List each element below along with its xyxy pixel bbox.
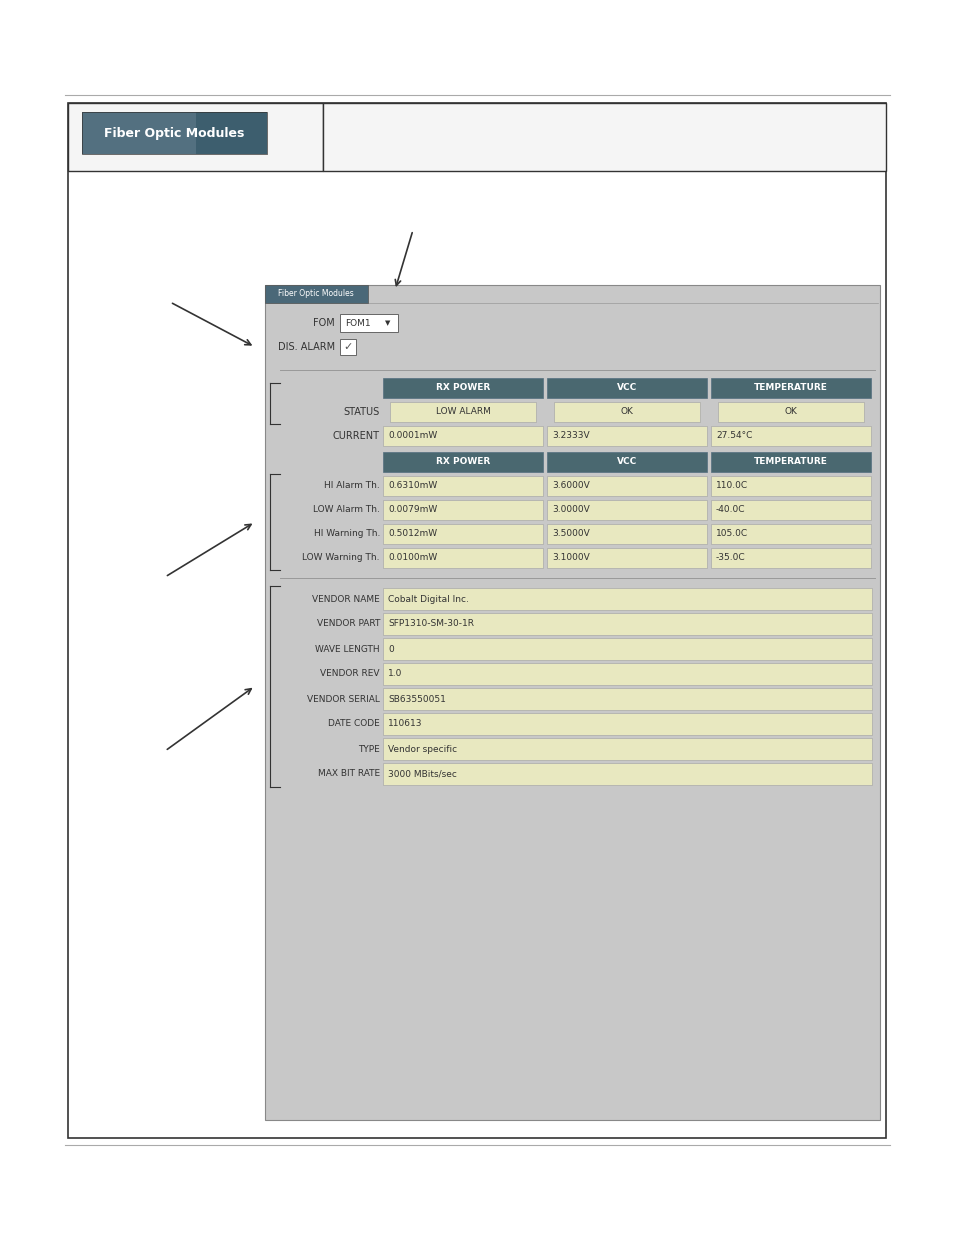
Text: -35.0C: -35.0C [716,553,745,562]
Bar [382,763,871,785]
Text: VCC: VCC [617,384,637,393]
Bar [382,500,542,520]
Bar [382,475,542,496]
Text: DATE CODE: DATE CODE [328,720,379,729]
Text: Vendor specific: Vendor specific [388,745,456,753]
Text: 110.0C: 110.0C [716,482,747,490]
Text: VENDOR REV: VENDOR REV [320,669,379,678]
Bar [546,452,706,472]
Text: 0.6310mW: 0.6310mW [388,482,436,490]
Text: OK: OK [783,408,797,416]
Text: 1.0: 1.0 [388,669,402,678]
Text: VENDOR SERIAL: VENDOR SERIAL [307,694,379,704]
Text: 110613: 110613 [388,720,422,729]
Bar [339,314,397,332]
Bar [82,112,267,154]
Bar [382,452,542,472]
Text: 105.0C: 105.0C [716,530,747,538]
Text: Fiber Optic Modules: Fiber Optic Modules [278,289,354,299]
Bar [382,713,871,735]
Bar [382,739,871,760]
Bar [265,285,368,303]
Text: RX POWER: RX POWER [436,384,490,393]
Bar [382,688,871,710]
Text: FOM: FOM [313,317,335,329]
Text: LOW ALARM: LOW ALARM [436,408,490,416]
Text: DIS. ALARM: DIS. ALARM [277,342,335,352]
Text: TYPE: TYPE [358,745,379,753]
Text: 3.0000V: 3.0000V [552,505,589,515]
Bar [554,403,700,422]
Text: -40.0C: -40.0C [716,505,744,515]
Text: VENDOR NAME: VENDOR NAME [312,594,379,604]
Text: 3.5000V: 3.5000V [552,530,589,538]
Bar [382,426,542,446]
Bar [82,112,195,154]
Text: LOW Alarm Th.: LOW Alarm Th. [313,505,379,515]
Text: VENDOR PART: VENDOR PART [316,620,379,629]
Bar [710,452,870,472]
Bar [546,524,706,543]
Bar [382,638,871,659]
Bar [265,285,879,1120]
Text: 0: 0 [388,645,394,653]
Bar [323,103,885,170]
Bar [546,378,706,398]
Bar [546,500,706,520]
Text: 3000 MBits/sec: 3000 MBits/sec [388,769,456,778]
Text: HI Warning Th.: HI Warning Th. [314,530,379,538]
Text: HI Alarm Th.: HI Alarm Th. [324,482,379,490]
Bar [718,403,863,422]
Bar [546,475,706,496]
Text: LOW Warning Th.: LOW Warning Th. [302,553,379,562]
Bar [546,426,706,446]
Bar [82,112,267,154]
Bar [382,524,542,543]
Text: TEMPERATURE: TEMPERATURE [753,457,827,467]
Bar [382,613,871,635]
Bar [710,524,870,543]
Text: OK: OK [619,408,633,416]
Text: CURRENT: CURRENT [333,431,379,441]
Text: 3.2333V: 3.2333V [552,431,589,441]
Text: RX POWER: RX POWER [436,457,490,467]
Text: SFP1310-SM-30-1R: SFP1310-SM-30-1R [388,620,474,629]
Text: ✓: ✓ [343,342,353,352]
Text: 0.0079mW: 0.0079mW [388,505,436,515]
Text: STATUS: STATUS [343,408,379,417]
Bar [710,500,870,520]
Text: MAX BIT RATE: MAX BIT RATE [317,769,379,778]
Bar [546,548,706,568]
Bar [710,378,870,398]
Bar [382,378,542,398]
Bar [710,426,870,446]
Text: 27.54°C: 27.54°C [716,431,752,441]
Polygon shape [195,112,208,154]
Bar [382,663,871,685]
Bar [390,403,536,422]
Bar [68,103,323,170]
Text: 0.0100mW: 0.0100mW [388,553,436,562]
Text: Fiber Optic Modules: Fiber Optic Modules [104,126,244,140]
Text: 0.0001mW: 0.0001mW [388,431,436,441]
Text: Cobalt Digital Inc.: Cobalt Digital Inc. [388,594,468,604]
Bar [710,475,870,496]
Text: 3.6000V: 3.6000V [552,482,589,490]
Text: TEMPERATURE: TEMPERATURE [753,384,827,393]
Text: FOM1: FOM1 [345,319,370,327]
Bar [68,103,885,1137]
Text: 0.5012mW: 0.5012mW [388,530,436,538]
Text: WAVE LENGTH: WAVE LENGTH [315,645,379,653]
Bar [710,548,870,568]
Text: VCC: VCC [617,457,637,467]
Bar [382,588,871,610]
Text: ▼: ▼ [385,320,391,326]
Text: SB63550051: SB63550051 [388,694,445,704]
Text: 3.1000V: 3.1000V [552,553,589,562]
Bar [339,338,355,354]
Bar [382,548,542,568]
